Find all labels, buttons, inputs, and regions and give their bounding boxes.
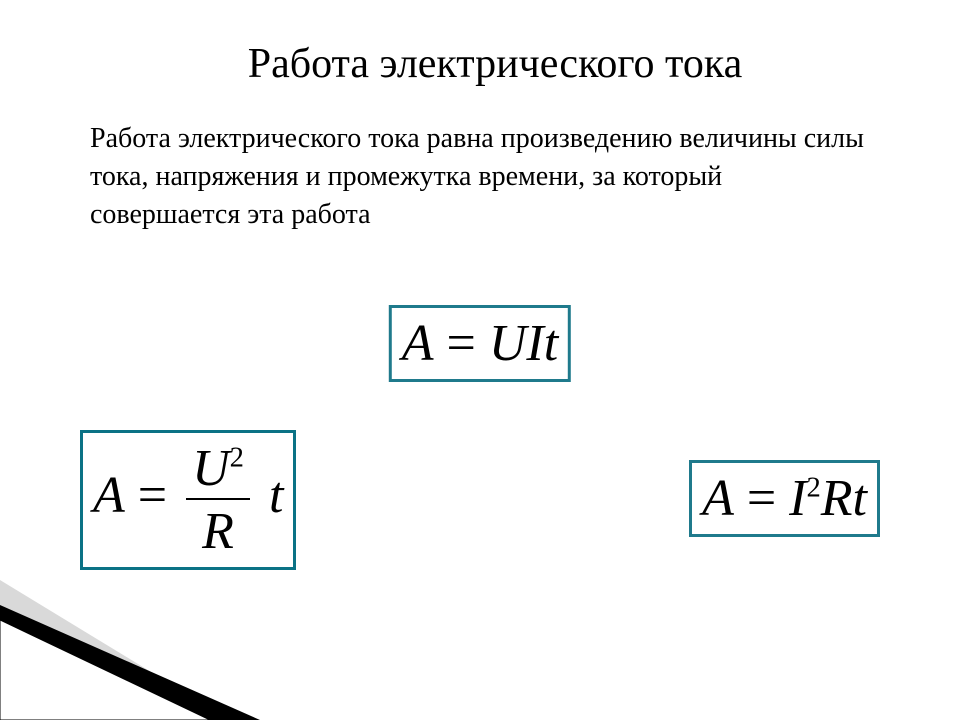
formula-box-left: A = U2 R t <box>80 430 296 570</box>
formula-main-wrapper: A = UIt <box>389 305 571 382</box>
formula-right: A = I2Rt <box>702 470 867 527</box>
numerator: U2 <box>186 439 250 498</box>
formula-box-main: A = UIt <box>389 305 571 382</box>
formula-right-wrapper: A = I2Rt <box>689 460 880 537</box>
slide-title: Работа электрического тока <box>110 40 880 88</box>
fraction: U2 R <box>186 439 250 561</box>
slide-definition: Работа электрического тока равна произве… <box>80 120 880 233</box>
formula-left-wrapper: A = U2 R t <box>80 430 296 570</box>
corner-decoration <box>0 550 260 720</box>
denominator: R <box>186 498 250 561</box>
formula-main: A = UIt <box>402 315 558 372</box>
formula-left: A = U2 R t <box>93 467 283 524</box>
physics-slide: Работа электрического тока Работа электр… <box>0 0 960 720</box>
formula-box-right: A = I2Rt <box>689 460 880 537</box>
